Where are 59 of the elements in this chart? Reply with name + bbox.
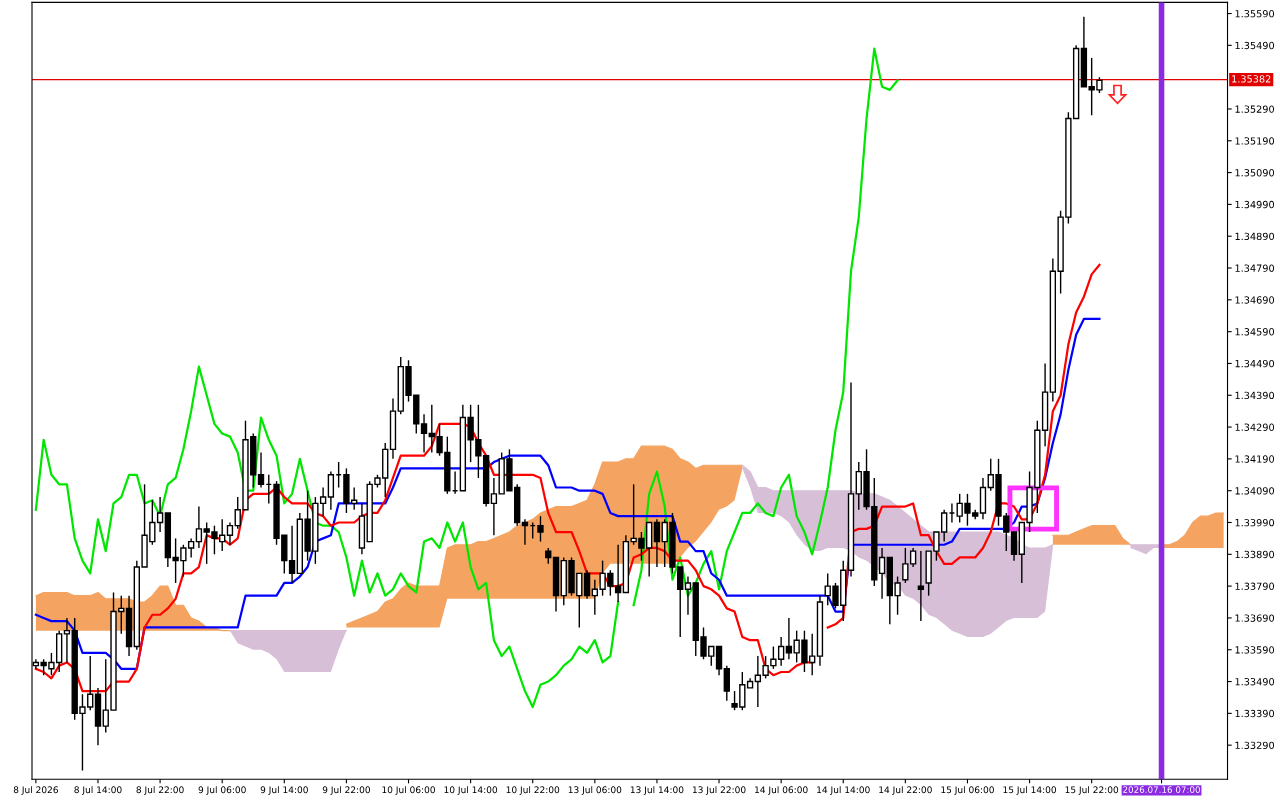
y-tick-label: 1.33390 (1235, 709, 1275, 718)
x-tick-label: 14 Jul 22:00 (879, 786, 932, 795)
x-tick-label: 10 Jul 22:00 (506, 786, 560, 795)
x-tick-label: 8 Jul 22:00 (136, 786, 184, 795)
y-tick-label: 1.34090 (1235, 487, 1275, 495)
candlestick (723, 664, 730, 702)
candlestick (653, 518, 661, 568)
x-tick-label: 10 Jul 14:00 (444, 786, 498, 795)
x-tick-label: 13 Jul 22:00 (692, 786, 746, 795)
y-tick-label: 1.34290 (1235, 423, 1275, 431)
candlestick (917, 550, 925, 622)
x-tick-label: 8 Jul 14:00 (74, 786, 122, 795)
candlestick (715, 645, 723, 676)
y-tick-label: 1.34990 (1235, 200, 1275, 209)
x-tick-label: 13 Jul 06:00 (568, 786, 622, 795)
y-tick-label: 1.33990 (1235, 518, 1275, 527)
x-tick-label: 9 Jul 22:00 (322, 786, 370, 795)
candlestick (537, 515, 544, 543)
y-tick-label: 1.34590 (1235, 328, 1275, 336)
y-tick-label: 1.35490 (1235, 41, 1275, 50)
y-tick-label: 1.34790 (1235, 264, 1275, 272)
x-tick-label: 9 Jul 14:00 (260, 786, 308, 795)
ref-line-label: 1.35382 (1232, 75, 1271, 83)
y-tick-label: 1.34690 (1235, 296, 1275, 304)
x-tick-label: 14 Jul 06:00 (755, 786, 808, 795)
y-tick-label: 1.35090 (1235, 169, 1275, 177)
line-series (34, 317, 1101, 670)
x-tick-label: 2026.07.16 07:00 (1123, 786, 1200, 793)
y-tick-label: 1.35290 (1235, 105, 1275, 113)
y-tick-label: 1.34190 (1235, 455, 1275, 463)
candlestick (684, 575, 692, 616)
y-tick-label: 1.35590 (1235, 10, 1275, 18)
candlestick (327, 470, 335, 511)
x-tick-label: 15 Jul 14:00 (1003, 786, 1057, 795)
candlestick (878, 547, 886, 600)
y-tick-label: 1.34390 (1235, 391, 1275, 400)
y-tick-label: 1.33290 (1235, 741, 1275, 749)
y-tick-label: 1.33590 (1235, 646, 1275, 654)
x-tick-label: 8 Jul 2026 (13, 786, 58, 795)
candlestick (257, 451, 265, 489)
y-tick-label: 1.34890 (1235, 232, 1275, 241)
y-tick-label: 1.33790 (1235, 582, 1275, 590)
x-tick-label: 10 Jul 06:00 (382, 786, 435, 795)
candlestick (63, 617, 71, 664)
x-tick-label: 15 Jul 06:00 (941, 786, 994, 795)
candlestick (226, 521, 234, 546)
y-tick-label: 1.35190 (1235, 137, 1275, 145)
x-tick-label: 14 Jul 14:00 (817, 786, 870, 795)
y-tick-label: 1.34490 (1235, 359, 1275, 368)
candlestick (1010, 531, 1018, 562)
y-tick-label: 1.33690 (1235, 614, 1275, 622)
x-tick-label: 9 Jul 06:00 (198, 786, 246, 795)
candlestick (288, 524, 296, 584)
candlestick (583, 569, 591, 600)
y-tick-label: 1.33490 (1235, 678, 1275, 686)
x-tick-label: 13 Jul 14:00 (630, 786, 684, 795)
y-tick-label: 1.33890 (1235, 550, 1275, 559)
x-tick-label: 15 Jul 22:00 (1065, 786, 1119, 795)
candlestick (420, 413, 428, 454)
